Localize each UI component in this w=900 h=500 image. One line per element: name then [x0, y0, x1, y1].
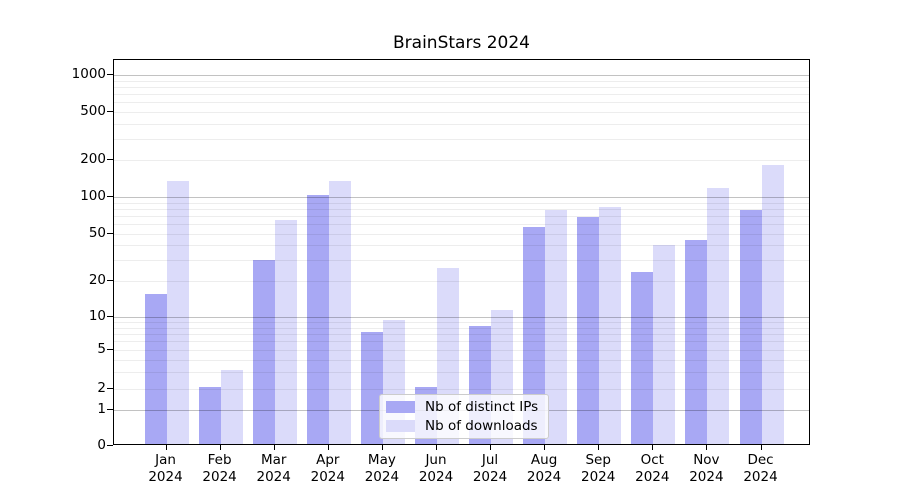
y-tick-mark [107, 233, 113, 234]
bar-mar-distinct-ips [252, 259, 275, 444]
x-tick-mark [381, 445, 383, 450]
y-tick-label: 20 [88, 272, 106, 288]
x-tick-label: Dec 2024 [743, 452, 778, 485]
x-tick-mark [544, 445, 546, 450]
legend: Nb of distinct IPs Nb of downloads [379, 394, 549, 439]
x-tick-label: Mar 2024 [256, 452, 291, 485]
y-tick-mark [107, 159, 113, 160]
bar-oct-downloads [653, 244, 676, 444]
y-tick-mark [107, 196, 113, 197]
x-tick-label: Feb 2024 [202, 452, 237, 485]
legend-label-distinct-ips: Nb of distinct IPs [425, 398, 539, 415]
bar-dec-distinct-ips [739, 210, 762, 444]
x-tick-label: Sep 2024 [581, 452, 616, 485]
legend-label-downloads: Nb of downloads [425, 417, 538, 434]
y-tick-label: 1000 [71, 66, 106, 82]
y-tick-mark [107, 349, 113, 350]
x-tick-label: Oct 2024 [635, 452, 670, 485]
bar-apr-distinct-ips [306, 195, 329, 444]
y-tick-mark [107, 445, 113, 446]
bar-jan-distinct-ips [144, 293, 167, 444]
legend-row-downloads: Nb of downloads [386, 417, 548, 436]
x-tick-mark [598, 445, 600, 450]
bars-layer [114, 60, 809, 444]
bar-nov-distinct-ips [685, 239, 708, 444]
x-tick-label: May 2024 [364, 452, 400, 485]
x-tick-mark [436, 445, 437, 450]
y-tick-mark [107, 111, 113, 112]
x-tick-mark [652, 445, 654, 450]
legend-swatch-distinct-ips [386, 401, 415, 413]
y-tick-mark [107, 280, 113, 281]
bar-apr-downloads [328, 180, 351, 444]
y-tick-mark [107, 316, 113, 317]
bar-oct-distinct-ips [631, 271, 654, 444]
bar-aug-distinct-ips [523, 226, 546, 444]
x-tick-label: Apr 2024 [310, 452, 345, 485]
x-tick-label: Nov 2024 [689, 452, 724, 485]
y-tick-label: 10 [88, 308, 106, 324]
y-tick-mark [107, 74, 113, 75]
y-tick-label: 0 [97, 437, 106, 453]
bar-sep-distinct-ips [577, 217, 600, 444]
bar-mar-downloads [274, 219, 297, 444]
x-tick-mark [273, 445, 275, 450]
plot-area: Nb of distinct IPs Nb of downloads [113, 59, 810, 445]
y-tick-label: 200 [80, 151, 106, 167]
bar-dec-downloads [761, 164, 784, 444]
y-tick-label: 1 [97, 401, 106, 417]
y-tick-mark [107, 409, 113, 410]
x-tick-mark [490, 445, 491, 450]
bar-sep-downloads [599, 206, 622, 444]
x-tick-label: Aug 2024 [526, 452, 562, 485]
bar-feb-distinct-ips [198, 387, 221, 444]
x-tick-mark [760, 445, 762, 450]
x-tick-label: Jan 2024 [148, 452, 183, 485]
x-tick-mark [327, 445, 329, 450]
y-tick-label: 50 [88, 225, 106, 241]
bar-may-distinct-ips [360, 332, 383, 444]
chart-title: BrainStars 2024 [393, 33, 530, 53]
bar-jan-downloads [166, 181, 189, 444]
y-tick-label: 2 [97, 380, 106, 396]
x-tick-mark [706, 445, 708, 450]
bar-nov-downloads [707, 187, 730, 444]
bar-feb-downloads [220, 369, 243, 444]
bar-aug-downloads [545, 209, 568, 444]
legend-row-distinct-ips: Nb of distinct IPs [386, 398, 548, 417]
x-tick-label: Jun 2024 [418, 452, 454, 485]
x-tick-mark [219, 445, 221, 450]
x-tick-label: Jul 2024 [472, 452, 508, 485]
y-tick-label: 100 [80, 188, 106, 204]
legend-swatch-downloads [386, 420, 415, 432]
y-tick-label: 5 [97, 341, 106, 357]
y-tick-label: 500 [80, 103, 106, 119]
y-tick-mark [107, 388, 113, 389]
x-tick-mark [165, 445, 167, 450]
